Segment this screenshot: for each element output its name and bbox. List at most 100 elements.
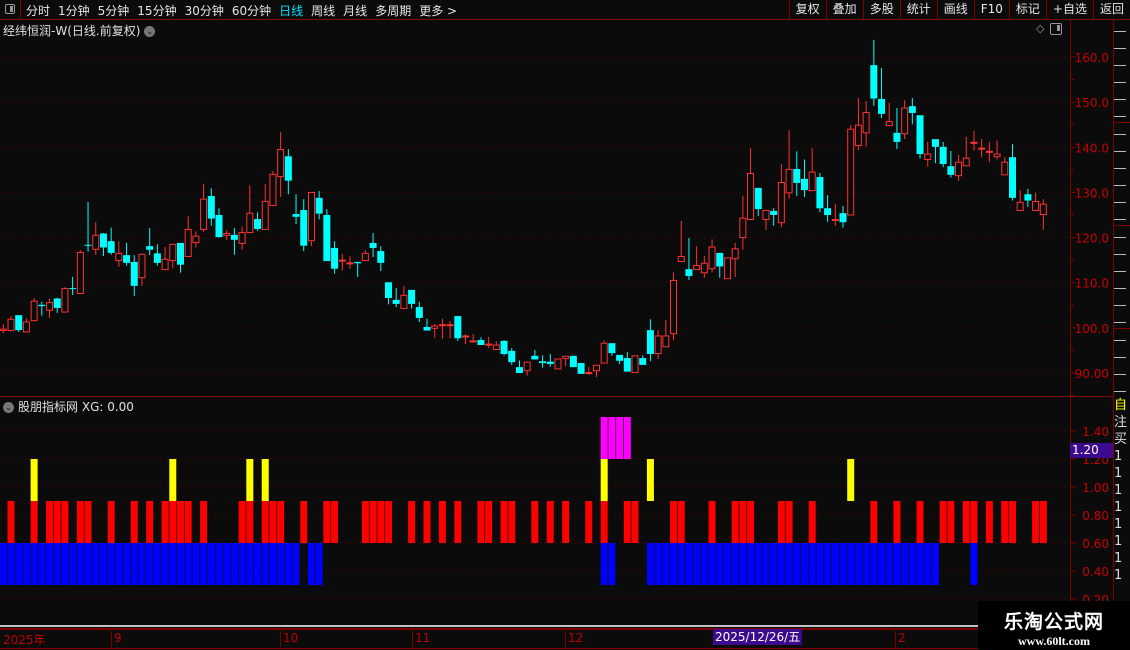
candle-up — [1016, 201, 1024, 211]
toolbar-button[interactable]: +自选 — [1045, 0, 1093, 19]
side-panel-row[interactable] — [1114, 37, 1130, 54]
right-side-panel[interactable]: 自注买 1 1 1 1 1 1 1 1 — [1113, 20, 1130, 600]
price-tick-label: 120.0 — [1075, 232, 1109, 246]
candle-up — [523, 361, 531, 372]
side-panel-row[interactable] — [1114, 54, 1130, 71]
indicator-bar-blue — [7, 543, 15, 585]
indicator-bar-blue — [901, 543, 909, 585]
toolbar-button[interactable]: 复权 — [788, 0, 826, 19]
toolbar-button[interactable]: 多股 — [862, 0, 900, 19]
panel-icon[interactable] — [1050, 23, 1063, 35]
panel-toggle-icon[interactable] — [0, 0, 21, 19]
side-panel-item[interactable]: 注 — [1114, 415, 1128, 430]
side-panel-item[interactable]: 1 — [1114, 568, 1123, 583]
indicator-bar-red — [562, 501, 570, 543]
toolbar-button[interactable]: 标记 — [1008, 0, 1046, 19]
period-tab[interactable]: 周线 — [311, 4, 336, 18]
toolbar: 分时 1分钟 5分钟 15分钟 30分钟 60分钟 日线 周线 月线 多周期 更多 > 复权 叠加 多股… — [0, 0, 1130, 20]
diamond-icon[interactable]: ◇ — [1036, 22, 1045, 35]
side-panel-row[interactable] — [1114, 243, 1130, 260]
period-tab[interactable]: 15分钟 — [137, 4, 177, 18]
chevron-down-icon[interactable]: ⌄ — [3, 402, 14, 413]
period-tab[interactable]: 月线 — [343, 4, 368, 18]
side-panel-item[interactable]: 1 — [1114, 483, 1123, 498]
period-tab[interactable]: 更多 > — [419, 4, 458, 18]
chevron-down-icon[interactable]: ⌄ — [144, 26, 156, 37]
side-panel-item[interactable]: 1 — [1114, 551, 1123, 566]
side-panel-item[interactable]: 自 — [1114, 398, 1128, 413]
side-panel-item[interactable]: 买 — [1114, 432, 1128, 447]
side-panel-row[interactable] — [1114, 311, 1130, 329]
side-panel-row[interactable] — [1114, 346, 1130, 363]
indicator-bar-blue — [847, 543, 855, 585]
side-panel-row[interactable] — [1114, 71, 1130, 88]
indicator-bar-blue — [893, 543, 901, 585]
indicator-bar-blue — [292, 543, 300, 585]
candle-up — [677, 256, 685, 262]
period-tab[interactable]: 60分钟 — [231, 4, 272, 18]
candle-down — [531, 355, 539, 360]
side-panel-row[interactable] — [1114, 260, 1130, 277]
candle-up — [978, 147, 986, 150]
candle-up — [0, 328, 7, 332]
period-tab[interactable]: 多周期 — [375, 4, 412, 18]
candle-down — [546, 361, 554, 364]
candle-down — [477, 340, 485, 345]
indicator-bar-blue — [600, 543, 608, 585]
side-panel-row[interactable] — [1114, 140, 1130, 157]
candle-down — [207, 196, 215, 219]
candle-up — [662, 335, 670, 348]
period-tab[interactable]: 日线 — [279, 4, 304, 18]
indicator-bar-yellow — [169, 459, 177, 501]
indicator-bar-red — [1008, 501, 1016, 543]
kline-chart[interactable]: 160.0 150.0 140.0 130.0 120.0 110.0 100.0 90.00… — [0, 0, 1113, 628]
watermark-logo: 乐淘公式网 www.60lt.com — [978, 601, 1130, 650]
period-tab[interactable]: 30分钟 — [184, 4, 224, 18]
side-panel-row[interactable] — [1114, 277, 1130, 294]
indicator-bar-red — [785, 501, 793, 543]
side-panel-row[interactable] — [1114, 191, 1130, 208]
side-panel-row[interactable] — [1114, 329, 1130, 346]
candle-down — [130, 261, 138, 286]
candle-down — [15, 315, 23, 331]
side-panel-item[interactable]: 1 — [1114, 534, 1123, 549]
candle-up — [161, 258, 169, 271]
toolbar-button[interactable]: 叠加 — [825, 0, 863, 19]
candle-up — [277, 149, 285, 178]
toolbar-button[interactable]: 返回 — [1092, 0, 1130, 19]
candle-down — [176, 242, 184, 265]
indicator-bar-blue — [277, 543, 285, 585]
period-tab[interactable]: 分时 — [26, 4, 51, 18]
candle-down — [292, 214, 300, 217]
side-panel-item[interactable]: 1 — [1114, 466, 1123, 481]
period-tab[interactable]: 1分钟 — [58, 4, 90, 18]
candle-down — [1008, 157, 1016, 198]
side-panel-row[interactable] — [1114, 88, 1130, 105]
candle-up — [192, 235, 200, 244]
period-tab[interactable]: 5分钟 — [97, 4, 130, 18]
side-panel-item[interactable]: 1 — [1114, 449, 1123, 464]
side-panel-row[interactable] — [1114, 157, 1130, 174]
indicator-bar-yellow — [246, 459, 254, 501]
side-panel-row[interactable] — [1114, 123, 1130, 140]
side-panel-row[interactable] — [1114, 380, 1130, 397]
side-panel-row[interactable] — [1114, 208, 1130, 226]
candle-up — [924, 153, 932, 160]
indicator-bar-blue — [123, 543, 131, 585]
side-panel-row[interactable] — [1114, 294, 1130, 311]
side-panel-row[interactable] — [1114, 226, 1130, 243]
side-panel-item[interactable]: 1 — [1114, 500, 1123, 515]
side-panel-row[interactable] — [1114, 20, 1130, 37]
side-panel-row[interactable] — [1114, 174, 1130, 191]
indicator-bar-red — [200, 501, 208, 543]
indicator-tick-label: 0.40 — [1082, 565, 1109, 579]
indicator-bar-red — [369, 501, 377, 543]
side-panel-row[interactable] — [1114, 105, 1130, 123]
toolbar-button[interactable]: F10 — [973, 0, 1009, 19]
indicator-bar-blue — [61, 543, 69, 585]
toolbar-button[interactable]: 画线 — [936, 0, 974, 19]
side-panel-item[interactable]: 1 — [1114, 517, 1123, 532]
indicator-bar-blue — [161, 543, 169, 585]
side-panel-row[interactable] — [1114, 363, 1130, 380]
toolbar-button[interactable]: 统计 — [899, 0, 937, 19]
